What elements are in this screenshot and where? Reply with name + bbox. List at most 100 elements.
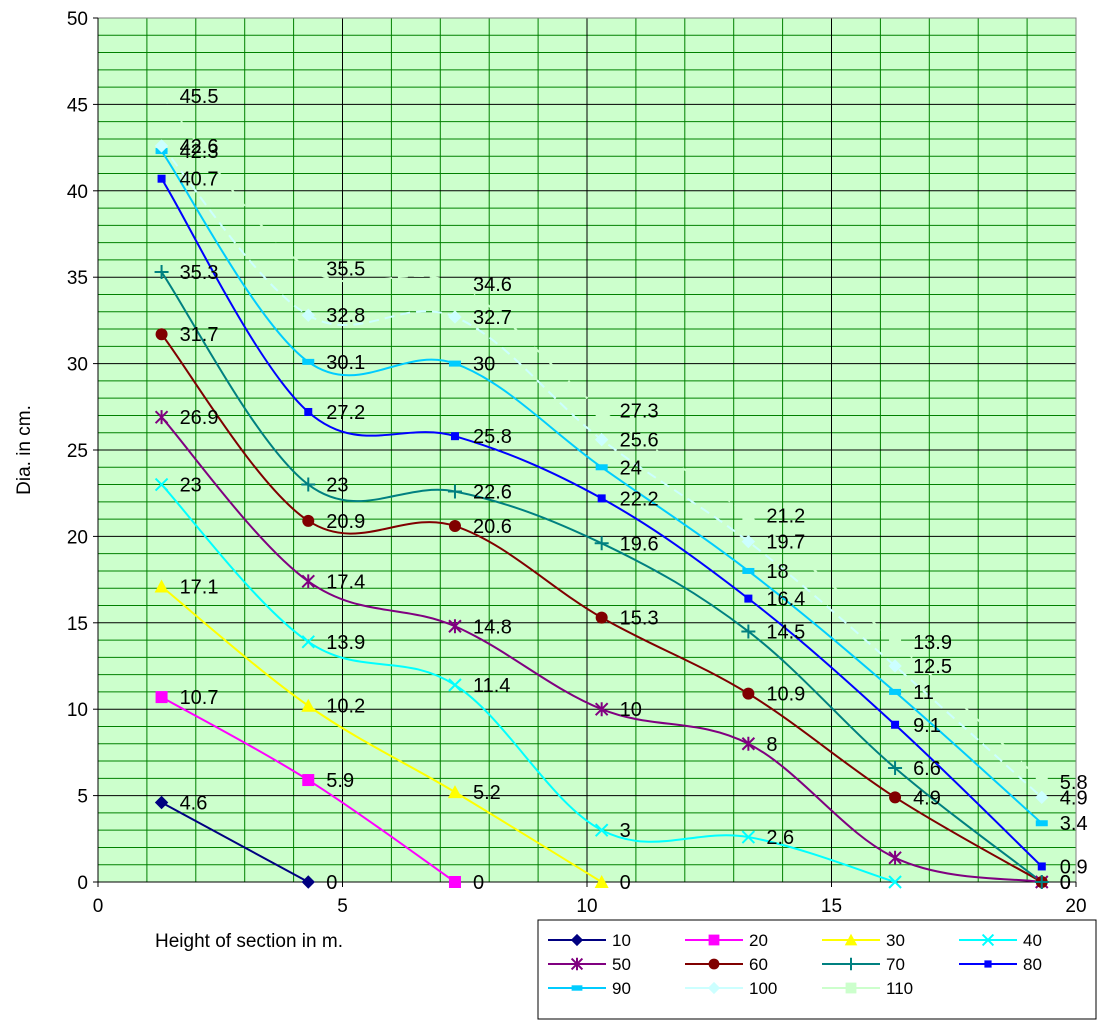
- data-labels: 4.6 0 10.7 5.9 0 17.1 10.2 5.2 0 23 13.9 11.4 3 2.6 26…: [180, 86, 1088, 894]
- legend-marker-110: [845, 982, 857, 994]
- series-markers: [154, 89, 1049, 889]
- data-label: 5.2: [473, 782, 501, 804]
- series-70-point: [301, 477, 316, 492]
- x-tick-label: 5: [337, 896, 348, 917]
- data-label: 18: [766, 561, 788, 583]
- series-110-point: [448, 278, 461, 291]
- y-tick-label: 50: [67, 9, 88, 30]
- series-20-point: [302, 774, 315, 787]
- series-90-point: [302, 358, 315, 365]
- data-label: 35.5: [326, 259, 365, 281]
- legend-label-10: 10: [612, 931, 631, 950]
- data-label: 5.8: [1060, 772, 1088, 794]
- data-label: 31.7: [180, 324, 219, 346]
- legend-label-110: 110: [886, 979, 913, 998]
- data-label: 4.6: [180, 793, 208, 815]
- series-100-point: [1035, 790, 1049, 805]
- series-90-point: [889, 688, 902, 695]
- series-70-point: [154, 265, 169, 280]
- series-90-point: [595, 464, 608, 471]
- y-tick-label: 40: [67, 182, 88, 203]
- data-label: 25.6: [620, 430, 659, 452]
- series-50-point: [594, 702, 609, 717]
- series-20-point: [448, 876, 461, 888]
- data-label: 11.4: [473, 675, 510, 697]
- legend-marker-50: [570, 957, 584, 971]
- x-tick-label: 20: [1065, 896, 1086, 917]
- legend-marker-80: [984, 960, 992, 968]
- data-label: 23: [326, 475, 348, 497]
- data-label: 14.8: [473, 616, 512, 638]
- legend-marker-60: [708, 958, 720, 970]
- legend-marker-20: [708, 934, 720, 946]
- data-label: 23: [180, 475, 202, 497]
- data-label: 25.8: [473, 426, 512, 448]
- series-90-point: [742, 567, 755, 574]
- series-50-point: [448, 619, 462, 634]
- series-70-point: [447, 484, 462, 499]
- series-100-point: [741, 534, 756, 549]
- series-80-point: [450, 432, 459, 441]
- y-tick-label: 15: [67, 614, 88, 635]
- data-label: 27.3: [620, 400, 659, 422]
- y-tick-label: 0: [77, 873, 88, 894]
- series-30-point: [154, 579, 169, 593]
- series-10-point: [154, 795, 169, 810]
- legend-label-100: 100: [749, 979, 777, 998]
- legend-marker-30: [844, 933, 858, 946]
- series-80-point: [744, 594, 753, 603]
- legend-label-20: 20: [749, 931, 768, 950]
- series-60-point: [889, 791, 902, 804]
- x-axis-title: Height of section in m.: [155, 931, 343, 952]
- series-40-point: [154, 477, 169, 492]
- y-tick-label: 35: [67, 268, 88, 289]
- data-label: 3: [620, 820, 631, 842]
- series-40-point: [888, 875, 902, 889]
- legend-box: [537, 919, 1097, 1020]
- legend-marker-70: [844, 957, 858, 971]
- data-label: 6.6: [913, 758, 941, 780]
- legend-label-90: 90: [612, 979, 631, 998]
- legend-label-50: 50: [612, 955, 631, 974]
- data-label: 22.6: [473, 481, 512, 503]
- data-label: 0: [1060, 872, 1071, 894]
- data-label: 3.4: [1060, 813, 1088, 835]
- y-axis-ticks: 0 5 10 15 20 25 30 35 40 45 50: [67, 9, 98, 894]
- data-label: 42.6: [180, 136, 219, 158]
- series-30-point: [594, 875, 609, 888]
- series-80-point: [891, 720, 900, 729]
- series-110-point: [742, 509, 755, 522]
- data-label: 0: [326, 872, 337, 894]
- data-label: 17.1: [180, 577, 219, 599]
- series-100-point: [888, 659, 902, 673]
- series-50-point: [741, 736, 756, 751]
- data-label: 5.9: [326, 770, 354, 792]
- data-label: 15.3: [620, 608, 659, 630]
- data-label: 42.3: [180, 141, 219, 163]
- series-70-point: [741, 624, 756, 639]
- series-40-point: [448, 678, 462, 692]
- legend-marker-100: [707, 981, 721, 995]
- data-label: 0: [473, 872, 484, 894]
- data-label: 17.4: [326, 571, 365, 593]
- series-110-point: [1035, 775, 1048, 788]
- y-tick-label: 5: [77, 787, 88, 808]
- data-label: 30.1: [326, 352, 365, 374]
- x-axis-ticks: 0 5 10 15 20: [93, 882, 1087, 917]
- data-label: 19.6: [620, 533, 659, 555]
- series-20-point: [155, 691, 168, 704]
- series-30-point: [447, 785, 462, 799]
- y-tick-label: 20: [67, 527, 88, 548]
- data-label: 34.6: [473, 274, 512, 296]
- series-60-point: [155, 328, 168, 341]
- series-110-point: [302, 262, 315, 275]
- data-label: 8: [766, 734, 777, 756]
- series-110-point: [889, 635, 902, 648]
- legend-label-80: 80: [1023, 955, 1042, 974]
- data-label: 13.9: [913, 632, 952, 654]
- series-30-point: [301, 698, 316, 712]
- series-80-point: [304, 407, 313, 416]
- x-tick-label: 15: [821, 896, 842, 917]
- data-label: 11: [913, 682, 934, 704]
- data-label: 35.3: [180, 262, 219, 284]
